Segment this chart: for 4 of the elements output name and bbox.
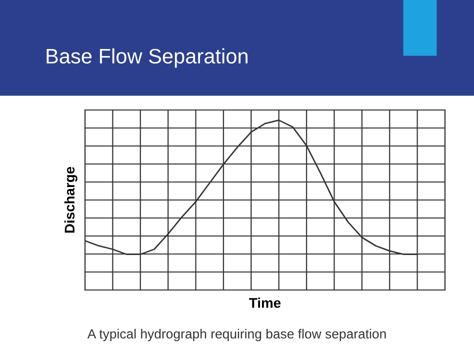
text: A typical hydrograph requiring base flow separation [87, 328, 386, 342]
y-axis-title: Discharge [64, 166, 78, 233]
x-axis-title: Time [249, 298, 281, 308]
chart-title: Base Flow Separation [46, 48, 248, 68]
